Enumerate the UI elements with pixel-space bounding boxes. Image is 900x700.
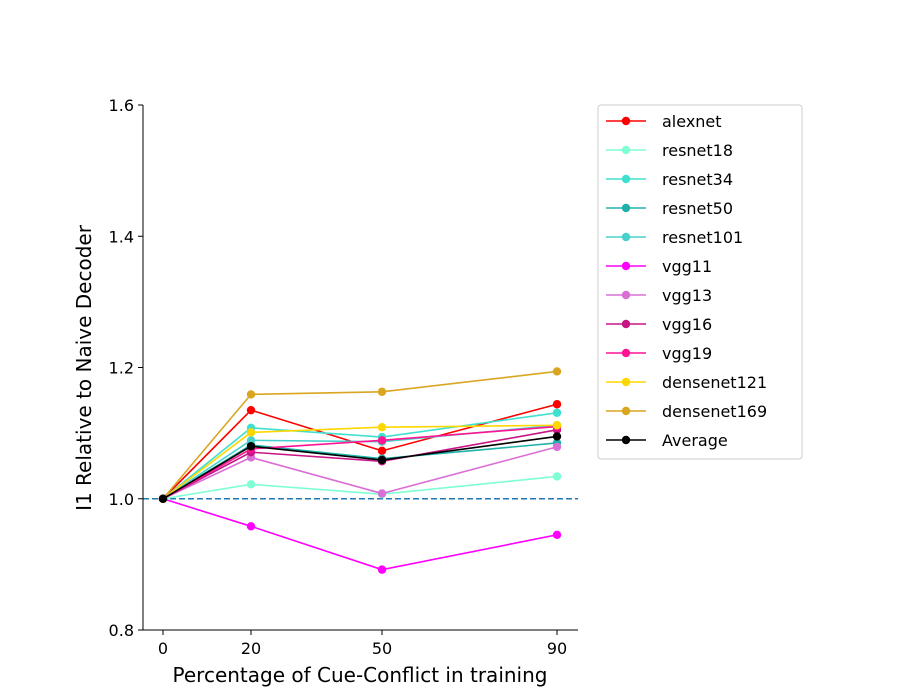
legend-item-resnet34: resnet34 [606, 170, 733, 189]
series-line [162, 411, 558, 500]
legend-swatch-marker [621, 406, 631, 416]
legend-item-resnet101: resnet101 [606, 228, 743, 247]
legend-item-vgg19: vgg19 [606, 344, 712, 363]
legend-label: Average [662, 431, 728, 450]
data-point [246, 405, 256, 415]
data-point [158, 494, 168, 503]
data-point [246, 428, 256, 437]
legend-swatch-marker [621, 261, 631, 271]
data-point [246, 436, 256, 445]
series-vgg11 [158, 494, 562, 574]
legend-label: densenet169 [662, 402, 767, 421]
legend-item-vgg16: vgg16 [606, 315, 712, 334]
y-tick-label: 1.6 [109, 96, 134, 115]
data-point [552, 472, 562, 481]
series-line [162, 425, 558, 500]
legend-label: resnet101 [662, 228, 743, 247]
x-tick-label: 90 [547, 639, 567, 658]
data-point [377, 446, 387, 456]
y-tick-label: 1.0 [109, 490, 134, 509]
legend-label: resnet18 [662, 141, 733, 160]
data-point [377, 455, 387, 465]
series-line [162, 435, 558, 500]
y-tick-label: 0.8 [109, 621, 134, 640]
data-point [552, 432, 562, 441]
data-point [377, 436, 387, 445]
data-point [246, 522, 256, 531]
legend-item-densenet169: densenet169 [606, 402, 767, 421]
legend-swatch-marker [621, 377, 631, 387]
legend-swatch-marker [621, 435, 631, 445]
data-point [377, 489, 387, 498]
legend-item-alexnet: alexnet [606, 112, 722, 131]
series-resnet50 [158, 438, 562, 503]
x-tick-label: 50 [372, 639, 392, 658]
data-point [246, 480, 256, 489]
data-point [377, 387, 387, 396]
y-tick-label: 1.4 [109, 227, 134, 246]
legend-label: densenet121 [662, 373, 767, 392]
data-point [552, 408, 562, 417]
series-average [158, 432, 562, 503]
legend-label: vgg16 [662, 315, 712, 334]
series-line [162, 370, 558, 500]
y-ticks: 0.8 1.0 1.2 1.4 1.6 [109, 96, 143, 640]
data-point [377, 565, 387, 574]
legend-label: resnet50 [662, 199, 733, 218]
data-point [552, 530, 562, 540]
legend-item-resnet50: resnet50 [606, 199, 733, 218]
legend-item-vgg11: vgg11 [606, 257, 712, 276]
plot-area [143, 367, 578, 574]
data-point [552, 400, 562, 409]
legend-item-vgg13: vgg13 [606, 286, 712, 305]
legend: alexnet resnet18 resnet34 resnet50 resnet101… [597, 104, 803, 460]
series-line [162, 497, 558, 571]
x-axis-label: Percentage of Cue-Conflict in training [173, 663, 548, 687]
legend-label: alexnet [662, 112, 722, 131]
legend-label: vgg11 [662, 257, 712, 276]
series-line [162, 446, 558, 500]
legend-swatch-marker [621, 145, 631, 155]
y-tick-label: 1.2 [109, 359, 134, 378]
x-tick-label: 20 [241, 639, 261, 658]
data-point [246, 442, 256, 451]
legend-swatch-marker [621, 203, 631, 213]
legend-item-average: Average [606, 431, 728, 450]
legend-label: vgg13 [662, 286, 712, 305]
legend-swatch-marker [621, 174, 631, 184]
legend-swatch-marker [621, 290, 631, 300]
data-point [552, 442, 562, 452]
series-line [162, 475, 558, 500]
x-ticks: 0 20 50 90 [158, 630, 567, 658]
legend-swatch-marker [621, 232, 631, 242]
data-point [552, 421, 562, 430]
legend-frame [597, 104, 803, 460]
x-tick-label: 0 [158, 639, 168, 658]
data-point [246, 390, 256, 399]
y-axis-label: I1 Relative to Naive Decoder [72, 224, 96, 511]
legend-label: resnet34 [662, 170, 733, 189]
series-vgg13 [158, 442, 562, 503]
legend-swatch-marker [621, 319, 631, 329]
legend-item-densenet121: densenet121 [606, 373, 767, 392]
legend-item-resnet18: resnet18 [606, 141, 733, 160]
data-point [377, 423, 387, 432]
series-line [162, 424, 558, 500]
legend-swatch-marker [621, 348, 631, 358]
series-line [162, 429, 558, 500]
legend-swatch-marker [621, 116, 631, 126]
axes [142, 105, 578, 631]
data-point [552, 367, 562, 376]
legend-label: vgg19 [662, 344, 712, 363]
